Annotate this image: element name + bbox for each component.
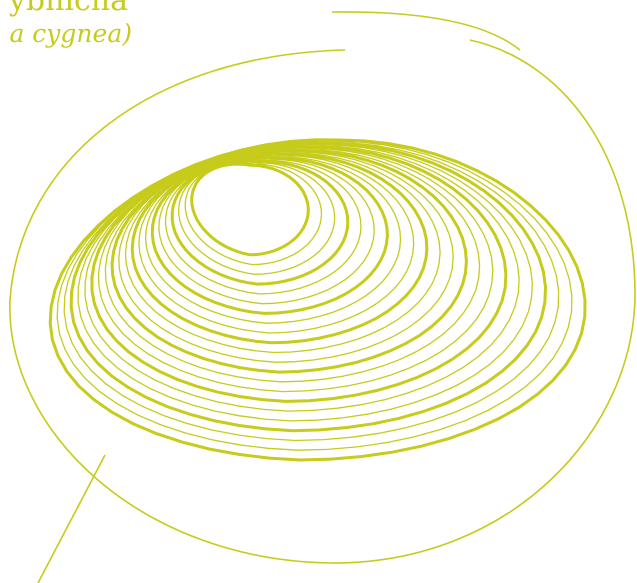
growth-line xyxy=(84,145,520,412)
growth-line xyxy=(184,162,323,266)
growth-line xyxy=(124,152,441,354)
growth-line xyxy=(90,145,508,403)
growth-line xyxy=(150,155,389,315)
growth-line xyxy=(56,140,573,451)
callout-circle xyxy=(9,39,636,564)
growth-line xyxy=(63,141,560,442)
title: ybnicha xyxy=(8,0,128,18)
subtitle: a cygnea) xyxy=(9,19,132,48)
growth-line xyxy=(164,159,362,295)
growth-line xyxy=(69,141,548,433)
growth-line xyxy=(104,148,481,383)
growth-line xyxy=(144,155,402,324)
growth-line xyxy=(138,154,415,334)
growth-line xyxy=(130,152,429,345)
growth-line xyxy=(97,147,494,393)
growth-line xyxy=(190,162,310,257)
growth-line xyxy=(110,148,468,374)
shell xyxy=(48,138,587,462)
growth-line xyxy=(170,159,350,286)
pointer-line xyxy=(37,454,106,583)
growth-line xyxy=(48,138,587,462)
growth-line xyxy=(158,157,375,305)
growth-line xyxy=(178,161,336,275)
growth-line xyxy=(77,143,533,422)
growth-line xyxy=(118,150,454,363)
pointer-line-top xyxy=(331,11,521,51)
